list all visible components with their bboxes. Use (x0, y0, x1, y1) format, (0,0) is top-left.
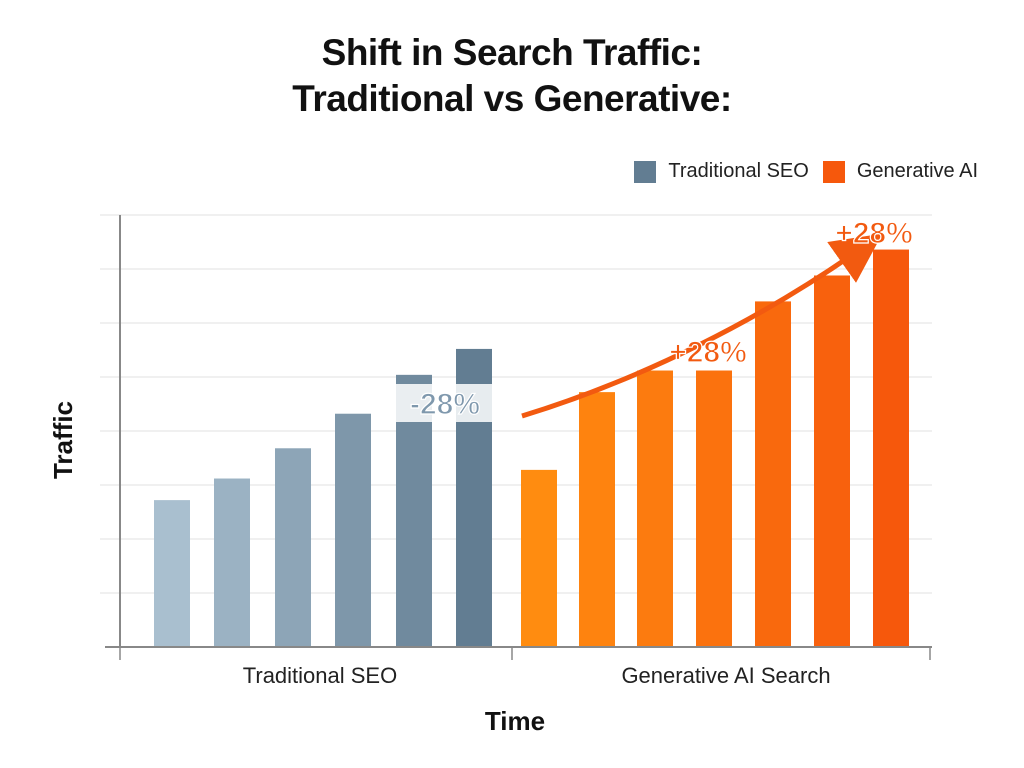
bar-traditional-seo (154, 500, 190, 647)
bar-traditional-seo (214, 478, 250, 647)
chart-title: Shift in Search Traffic: Traditional vs … (0, 30, 1024, 122)
y-axis-label: Traffic (48, 401, 78, 479)
bar-generative-ai (637, 370, 673, 647)
legend-label-traditional: Traditional SEO (668, 160, 809, 182)
annotation-positive-change-mid: +28% (669, 336, 747, 369)
legend-item-traditional: Traditional SEO (634, 160, 809, 183)
annotation-layer: -28% +28% +28% (396, 216, 913, 422)
chart-title-line1: Shift in Search Traffic: (321, 32, 703, 73)
legend-swatch-generative (822, 160, 845, 183)
bar-generative-ai (696, 370, 732, 647)
bar-generative-ai (873, 249, 909, 647)
x-axis-label: Time (485, 706, 545, 736)
bars-layer (154, 249, 909, 647)
legend: Traditional SEO Generative AI (620, 160, 978, 183)
group-label-traditional: Traditional SEO (243, 663, 397, 688)
bar-generative-ai (521, 469, 557, 647)
legend-item-generative: Generative AI (822, 160, 978, 183)
group-label-generative: Generative AI Search (621, 663, 830, 688)
growth-arrow (521, 233, 883, 419)
legend-label-generative: Generative AI (856, 160, 978, 182)
bar-traditional-seo (335, 413, 371, 647)
negative-annotation-background (396, 384, 494, 422)
bar-generative-ai (755, 301, 791, 647)
bar-generative-ai (579, 392, 615, 647)
bar-generative-ai (814, 275, 850, 647)
bar-traditional-seo (275, 448, 311, 647)
legend-swatch-traditional (634, 160, 657, 183)
annotation-positive-change-top: +28% (835, 217, 913, 250)
chart-title-line2: Traditional vs Generative: (292, 78, 732, 119)
axis-layer (105, 215, 932, 660)
annotation-negative-change: -28% (410, 388, 480, 421)
